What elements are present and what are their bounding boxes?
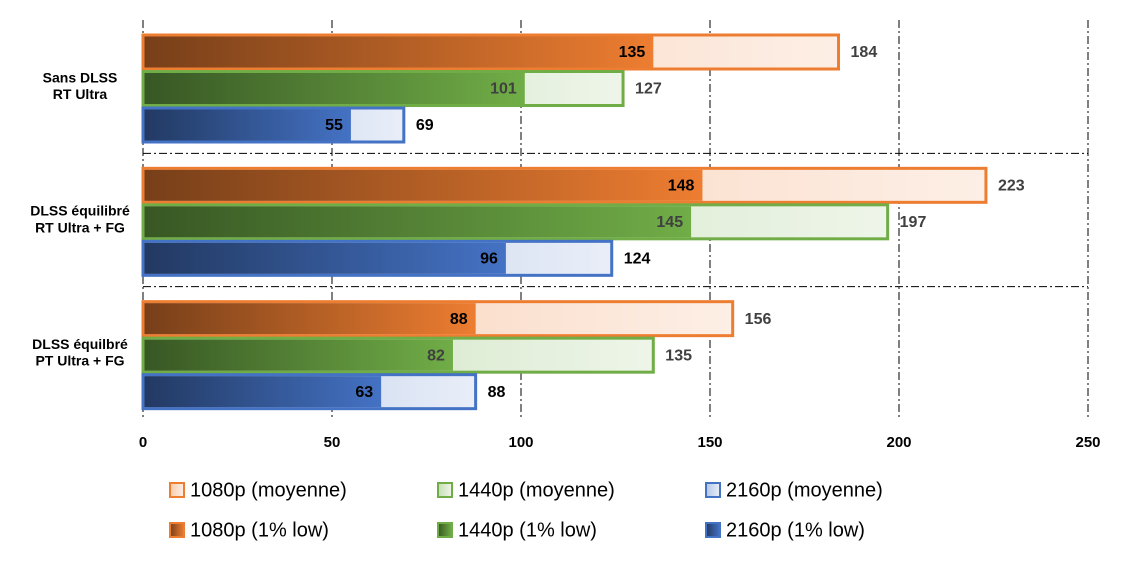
legend-label: 1440p (1% low): [458, 519, 597, 541]
legend-swatch: [169, 522, 185, 538]
bar-1pct-low: [144, 376, 382, 408]
bar-1pct-low: [144, 303, 476, 335]
bar-1pct-low: [144, 169, 703, 201]
value-label: 88: [450, 311, 468, 328]
legend-swatch: [705, 482, 721, 498]
legend-label: 1080p (1% low): [190, 519, 329, 541]
legend-label: 1080p (moyenne): [190, 479, 347, 501]
value-label: 124: [624, 251, 651, 268]
value-label: 63: [355, 384, 373, 401]
x-tick-label: 200: [886, 434, 911, 451]
legend-swatch: [437, 482, 453, 498]
value-label: 135: [619, 44, 646, 61]
value-label: 148: [668, 178, 695, 195]
x-tick-label: 50: [324, 434, 341, 451]
category-label: DLSS équilbré PT Ultra + FG: [32, 336, 128, 369]
value-label: 55: [325, 117, 343, 134]
x-tick-label: 250: [1075, 434, 1100, 451]
category-label: Sans DLSS RT Ultra: [43, 69, 118, 102]
value-label: 82: [427, 347, 445, 364]
bar-1pct-low: [144, 109, 351, 141]
value-label: 101: [490, 81, 517, 98]
legend-label: 2160p (1% low): [726, 519, 865, 541]
bar-1pct-low: [144, 73, 525, 104]
x-tick-label: 100: [508, 434, 533, 451]
category-label: DLSS équilibré RT Ultra + FG: [30, 202, 130, 235]
value-label: 223: [998, 178, 1025, 195]
value-label: 156: [745, 311, 772, 328]
value-label: 69: [416, 117, 434, 134]
value-label: 96: [480, 251, 498, 268]
bar-1pct-low: [144, 242, 506, 274]
legend-swatch: [437, 522, 453, 538]
legend-label: 1440p (moyenne): [458, 479, 615, 501]
value-label: 127: [635, 81, 662, 98]
bar-1pct-low: [144, 339, 453, 371]
value-label: 88: [488, 384, 506, 401]
value-label: 197: [900, 214, 927, 231]
legend-swatch: [169, 482, 185, 498]
legend-swatch: [705, 522, 721, 538]
x-tick-label: 150: [697, 434, 722, 451]
x-tick-label: 0: [139, 434, 147, 451]
bar-1pct-low: [144, 206, 692, 238]
value-label: 145: [656, 214, 683, 231]
value-label: 184: [851, 44, 878, 61]
value-label: 135: [665, 347, 692, 364]
legend-label: 2160p (moyenne): [726, 479, 883, 501]
bar-1pct-low: [144, 36, 654, 68]
